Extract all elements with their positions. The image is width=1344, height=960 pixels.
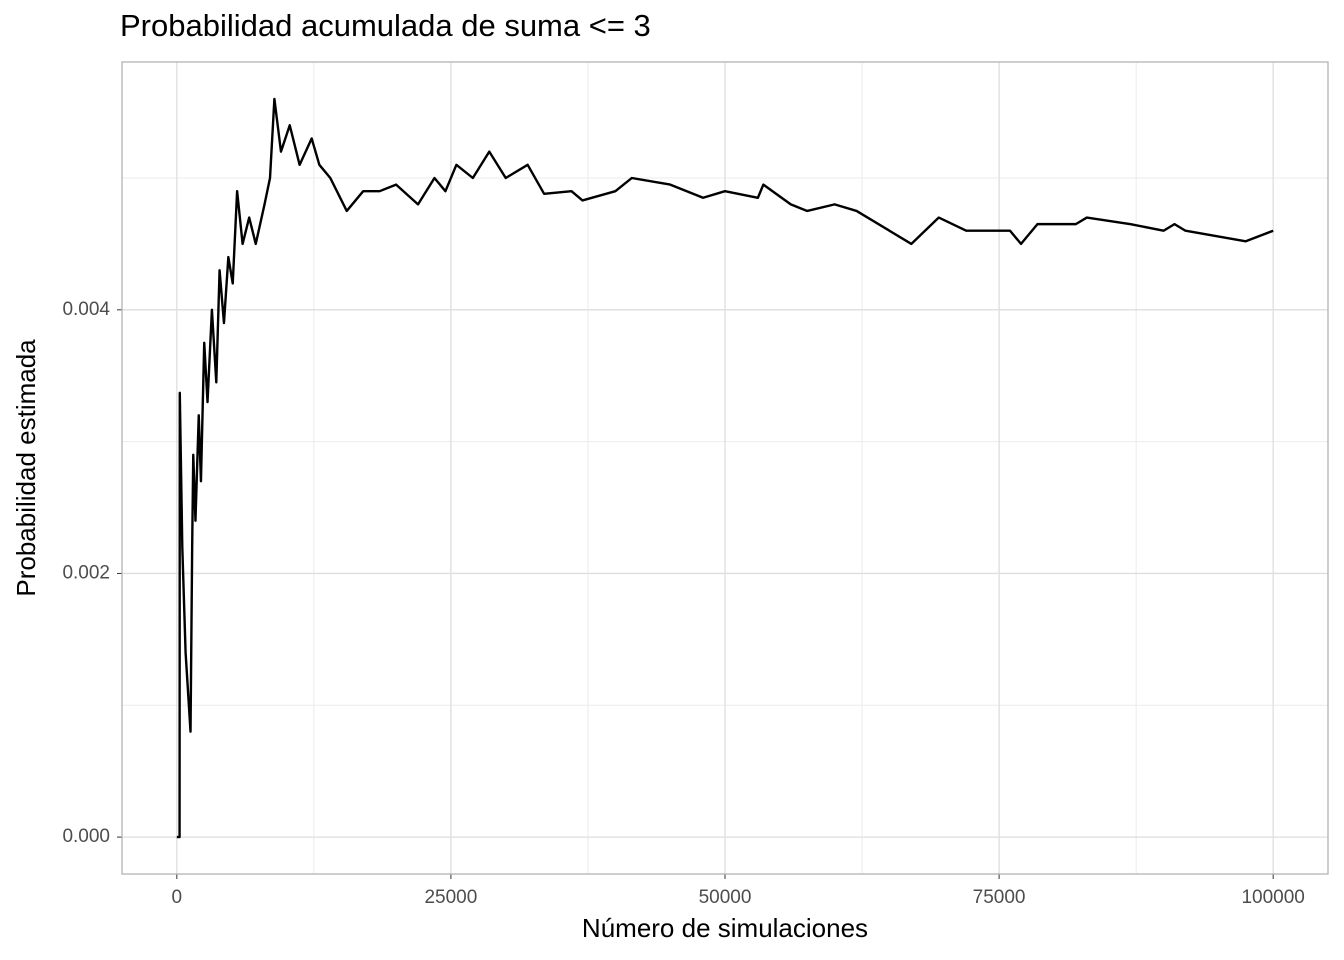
y-tick-label: 0.002 [62, 562, 110, 583]
x-tick-label: 75000 [973, 887, 1026, 908]
x-tick-label: 0 [172, 887, 183, 908]
x-tick-label: 100000 [1241, 887, 1304, 908]
y-axis-title: Probabilidad estimada [11, 339, 41, 597]
line-series [176, 97, 1274, 839]
y-tick-label: 0.000 [62, 826, 110, 847]
y-tick-label: 0.004 [62, 299, 110, 320]
x-tick-label: 50000 [699, 887, 752, 908]
x-tick-label: 25000 [424, 887, 477, 908]
x-axis-title: Número de simulaciones [582, 913, 868, 943]
chart-title: Probabilidad acumulada de suma <= 3 [120, 8, 651, 43]
plot-border [121, 61, 1329, 875]
